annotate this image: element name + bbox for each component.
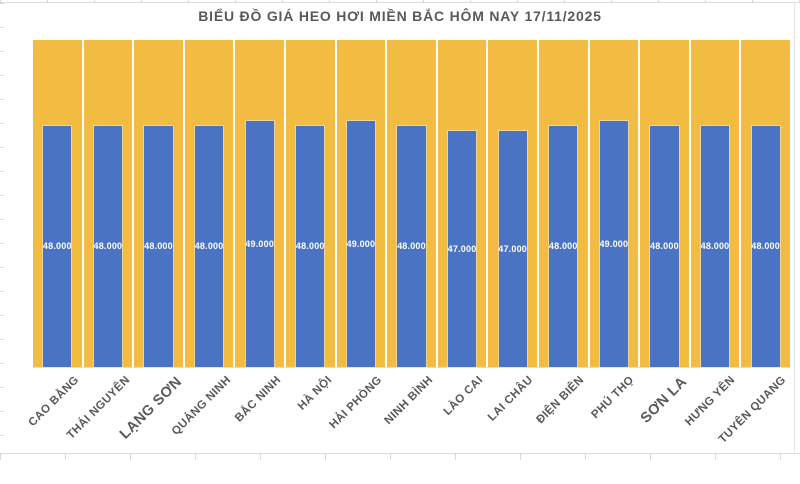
value-bar: 48.000 [650, 125, 679, 367]
bar-value-label: 47.000 [447, 243, 477, 254]
bar-column: 48.000 [285, 40, 335, 367]
bar-column: 49.000 [589, 40, 639, 367]
value-bar: 48.000 [397, 125, 426, 367]
bar-column: 48.000 [741, 40, 790, 367]
bar-column: 48.000 [690, 40, 740, 367]
bar-value-label: 48.000 [93, 241, 123, 252]
bar-column: 48.000 [134, 40, 183, 367]
bar-value-label: 48.000 [295, 241, 325, 252]
value-bar: 48.000 [295, 125, 325, 367]
chart-title: BIỂU ĐỒ GIÁ HEO HƠI MIỀN BẮC HÔM NAY 17/… [198, 8, 602, 24]
bar-value-label: 48.000 [144, 241, 173, 252]
bar-value-label: 47.000 [498, 243, 527, 254]
bar-column: 47.000 [488, 40, 537, 367]
spreadsheet-grid-top-ticks [0, 0, 800, 3]
plot-area: 48.000 48.000 48.000 48.000 49.000 48.000 49.0… [33, 40, 790, 368]
bar-column: 49.000 [336, 40, 386, 367]
bar-value-label: 48.000 [700, 241, 730, 252]
bar-value-label: 49.000 [346, 238, 376, 249]
value-bar: 48.000 [42, 125, 72, 367]
x-axis-label: LÀO CAI [441, 374, 486, 418]
bar-value-label: 48.000 [548, 241, 578, 252]
value-bar: 49.000 [599, 120, 629, 367]
spreadsheet-grid-right-line [794, 2, 795, 453]
x-axis-label: PHÚ THỌ [589, 374, 637, 422]
value-bar: 48.000 [194, 125, 224, 367]
x-axis-label: NINH BÌNH [381, 374, 435, 428]
bar-value-label: 48.000 [751, 241, 780, 252]
value-bar: 48.000 [93, 125, 123, 367]
value-bar: 49.000 [346, 120, 376, 367]
value-bar: 48.000 [144, 125, 173, 367]
bar-column: 48.000 [538, 40, 588, 367]
x-axis-label: THÁI NGUYÊN [64, 374, 133, 442]
bar-column: 47.000 [437, 40, 487, 367]
spreadsheet-grid-bottom-ticks [0, 454, 800, 460]
x-axis-labels: CAO BẰNG THÁI NGUYÊN LẠNG SƠN QUẢNG NINH BẮC… [27, 367, 790, 460]
x-axis-label: ĐIỆN BIÊN [534, 374, 587, 427]
spreadsheet-grid-left-ticks [0, 3, 4, 453]
value-bar: 47.000 [498, 130, 527, 367]
bar-value-label: 48.000 [650, 241, 679, 252]
spreadsheet-grid-top-line [0, 2, 800, 3]
spreadsheet-grid-bottom-line [0, 453, 800, 454]
x-axis-label: TUYÊN QUANG [716, 374, 789, 446]
bar-column: 48.000 [184, 40, 234, 367]
bar-column: 48.000 [640, 40, 689, 367]
x-axis-label: LAI CHÂU [486, 374, 536, 424]
value-bar: 48.000 [700, 125, 730, 367]
bar-value-label: 49.000 [599, 238, 629, 249]
value-bar: 48.000 [548, 125, 578, 367]
bar-value-label: 48.000 [397, 241, 426, 252]
x-axis-label: HẢI PHÒNG [327, 374, 385, 432]
bar-column: 49.000 [235, 40, 284, 367]
x-axis-label: BẮC NINH [233, 374, 284, 425]
bar-column: 48.000 [33, 40, 82, 367]
bar-value-label: 49.000 [245, 238, 275, 249]
bar-column: 48.000 [387, 40, 436, 367]
bar-column: 48.000 [83, 40, 133, 367]
bar-value-label: 48.000 [194, 241, 224, 252]
bar-value-label: 48.000 [42, 241, 72, 252]
value-bar: 47.000 [447, 130, 477, 367]
x-axis-label: HÀ NỘI [295, 374, 335, 413]
value-bar: 48.000 [751, 125, 780, 367]
value-bar: 49.000 [245, 120, 275, 367]
